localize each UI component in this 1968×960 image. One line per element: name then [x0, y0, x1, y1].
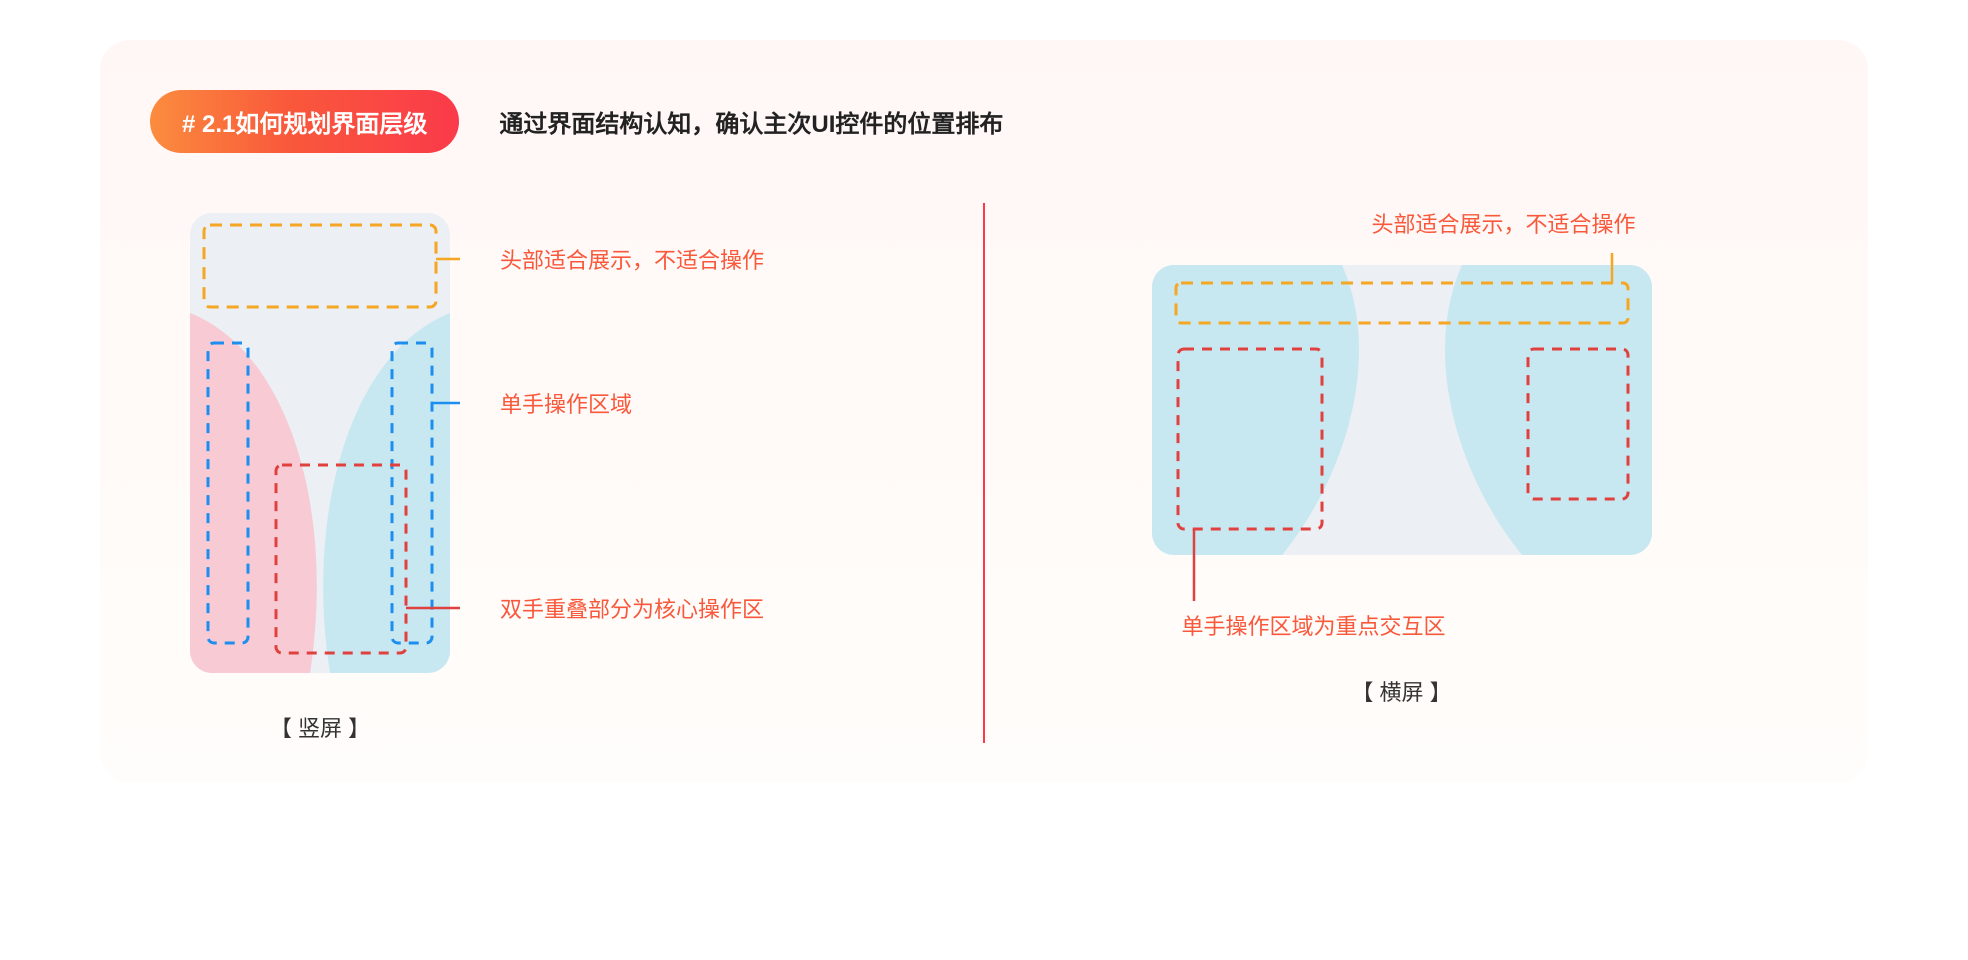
- header: # 2.1如何规划界面层级 通过界面结构认知，确认主次UI控件的位置排布: [150, 90, 1818, 153]
- portrait-panel: 头部适合展示，不适合操作 单手操作区域 双手重叠部分为核心操作区 【 竖屏 】: [150, 203, 983, 743]
- portrait-annot-single-hand: 单手操作区域: [500, 387, 632, 422]
- landscape-annot-head: 头部适合展示，不适合操作: [1372, 207, 1636, 242]
- landscape-phone-svg: [1132, 245, 1672, 625]
- portrait-diagram: 头部适合展示，不适合操作 单手操作区域 双手重叠部分为核心操作区: [180, 203, 460, 683]
- landscape-panel: 头部适合展示，不适合操作: [985, 203, 1818, 743]
- portrait-phone-svg: [180, 203, 460, 683]
- landscape-caption: 【 横屏 】: [1351, 675, 1451, 707]
- infographic-card: # 2.1如何规划界面层级 通过界面结构认知，确认主次UI控件的位置排布: [100, 40, 1868, 783]
- portrait-annot-overlap: 双手重叠部分为核心操作区: [500, 592, 764, 627]
- section-badge: # 2.1如何规划界面层级: [150, 90, 459, 153]
- portrait-annot-head: 头部适合展示，不适合操作: [500, 243, 764, 278]
- landscape-diagram: 头部适合展示，不适合操作: [1132, 213, 1672, 625]
- landscape-annot-single-hand: 单手操作区域为重点交互区: [1182, 609, 1446, 644]
- portrait-caption: 【 竖屏 】: [180, 711, 460, 743]
- panels-row: 头部适合展示，不适合操作 单手操作区域 双手重叠部分为核心操作区 【 竖屏 】 …: [150, 203, 1818, 743]
- section-subtitle: 通过界面结构认知，确认主次UI控件的位置排布: [499, 104, 1003, 139]
